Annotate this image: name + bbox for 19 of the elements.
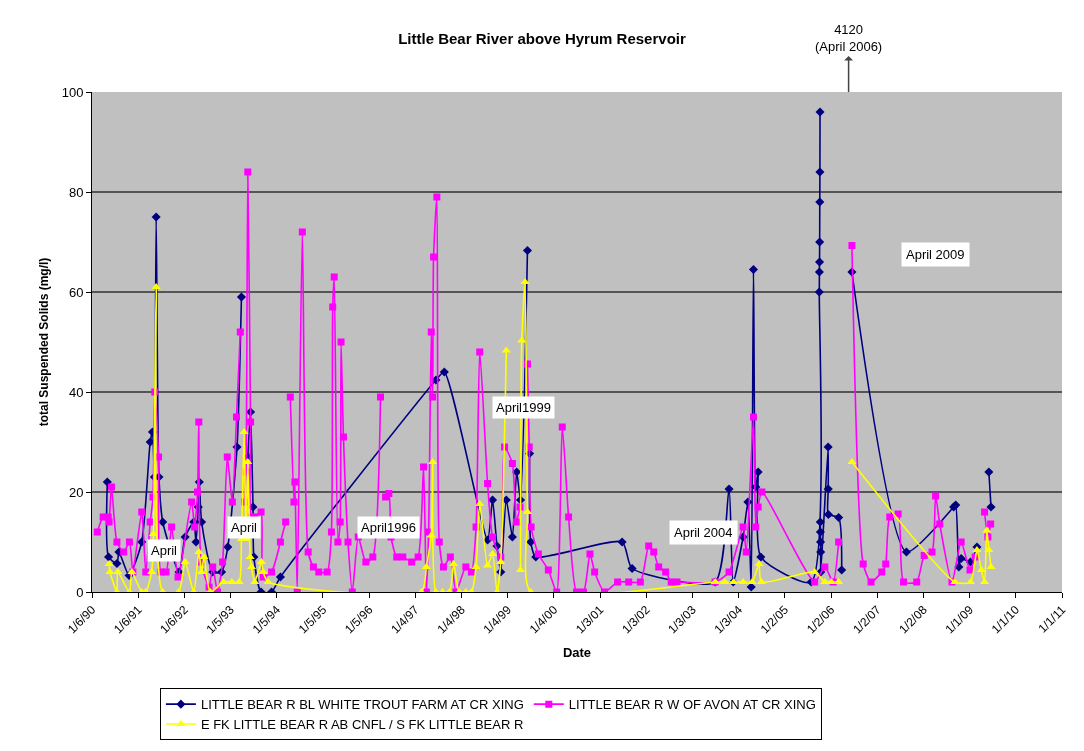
y-tick-label: 80 — [68, 184, 84, 200]
y-tick-label: 100 — [61, 84, 84, 100]
y-axis-title: total Suspended Solids (mg/l) — [37, 257, 51, 427]
x-axis-title: Date — [562, 644, 592, 660]
chart-title: Little Bear River above Hyrum Reservoir — [398, 30, 686, 48]
text: 4120 (April 2006) — [815, 22, 883, 54]
y-tick-label: 0 — [76, 584, 84, 600]
y-tick-label: 40 — [68, 384, 84, 400]
y-tick-label: 20 — [68, 484, 84, 500]
y-tick-label: 60 — [68, 284, 84, 300]
legend-label: LITTLE BEAR R W OF AVON AT CR XING — [568, 697, 816, 713]
annotation: April 2009 — [906, 247, 965, 262]
annotation: April — [231, 520, 258, 535]
legend-label: E FK LITTLE BEAR R AB CNFL / S FK LITTLE BEAR R — [200, 717, 524, 733]
annotation: April — [151, 543, 178, 558]
annotation: April1996 — [361, 520, 416, 535]
legend-label: LITTLE BEAR R BL WHITE TROUT FARM AT CR XING — [200, 697, 524, 713]
annotation: April1999 — [496, 400, 551, 415]
annotation: April 2004 — [674, 525, 733, 540]
